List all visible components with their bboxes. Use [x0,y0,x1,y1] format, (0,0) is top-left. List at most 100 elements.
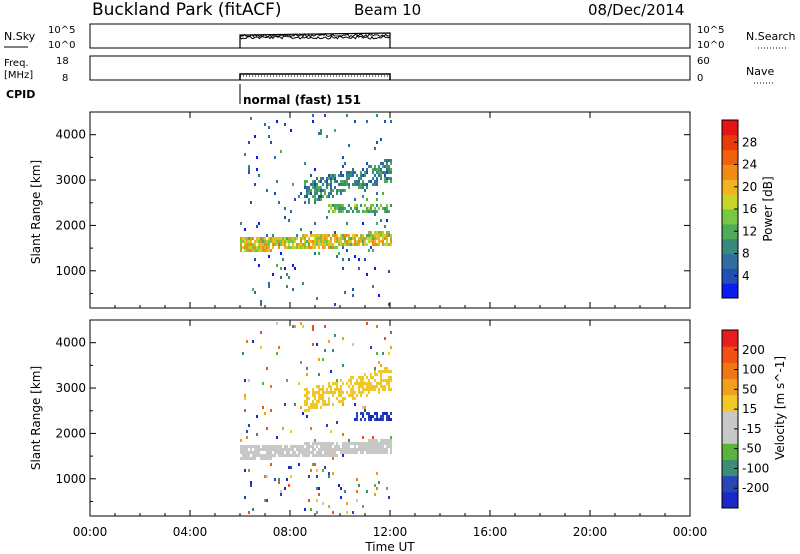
heatmap-cell [358,237,360,240]
heatmap-cell [334,207,336,210]
power-colorbar-ticks: 4 8 12 16 20 24 28 [734,135,757,283]
y-tick-label: 1000 [55,472,86,486]
heatmap-cell [324,234,326,237]
heatmap-cell [304,195,306,198]
colorbar-tick-label: 16 [742,202,757,216]
heatmap-cell [322,397,324,400]
heatmap-cell [364,204,366,207]
heatmap-cell [350,394,352,397]
heatmap-cell [388,171,390,174]
heatmap-cell [266,240,268,243]
heatmap-cell [360,412,362,415]
heatmap-cell [318,394,320,397]
heatmap-cell [320,394,322,397]
heatmap-cell [330,391,332,394]
heatmap-cell [314,442,316,445]
heatmap-cell [306,246,308,249]
heatmap-cell [328,340,330,343]
heatmap-cell [292,288,294,291]
heatmap-cell [272,246,274,249]
heatmap-cell [300,451,302,454]
heatmap-cell [330,448,332,451]
heatmap-cell [320,177,322,180]
heatmap-cell [362,240,364,243]
heatmap-cell [346,234,348,237]
heatmap-cell [268,448,270,451]
freq-label-line2: [MHz] [4,70,33,81]
heatmap-cell [324,403,326,406]
colorbar-tick-label: 100 [742,363,765,377]
heatmap-cell [320,129,322,132]
heatmap-cell [332,210,334,213]
heatmap-cell [240,222,242,225]
heatmap-cell [308,397,310,400]
power-y-ticks: 1000 2000 3000 4000 [55,128,690,294]
heatmap-cell [362,195,364,198]
heatmap-cell [370,237,372,240]
heatmap-cell [254,291,256,294]
heatmap-cell [264,237,266,240]
heatmap-cell [316,403,318,406]
heatmap-cell [314,186,316,189]
heatmap-cell [260,243,262,246]
heatmap-cell [372,445,374,448]
heatmap-cell [286,445,288,448]
heatmap-cell [300,322,302,325]
colorbar-tick-label: 12 [742,224,757,238]
heatmap-cell [304,180,306,183]
heatmap-cell [340,243,342,246]
heatmap-cell [370,418,372,421]
colorbar-swatch [722,179,738,195]
heatmap-cell [256,448,258,451]
heatmap-cell [376,183,378,186]
heatmap-cell [376,415,378,418]
heatmap-cell [288,276,290,279]
heatmap-cell [354,451,356,454]
heatmap-cell [322,469,324,472]
heatmap-cell [318,358,320,361]
beam-label: Beam 10 [354,1,421,19]
heatmap-cell [348,258,350,261]
heatmap-cell [248,240,250,243]
heatmap-cell [300,243,302,246]
heatmap-cell [336,454,338,457]
heatmap-cell [338,204,340,207]
heatmap-cell [386,210,388,213]
heatmap-cell [366,451,368,454]
heatmap-cell [244,397,246,400]
heatmap-cell [386,243,388,246]
heatmap-cell [276,451,278,454]
heatmap-cell [266,189,268,192]
heatmap-cell [278,448,280,451]
heatmap-cell [358,240,360,243]
heatmap-cell [338,237,340,240]
heatmap-cell [328,472,330,475]
heatmap-cell [244,448,246,451]
heatmap-cell [348,439,350,442]
heatmap-cell [390,445,392,448]
heatmap-cell [322,445,324,448]
heatmap-cell [250,117,252,120]
heatmap-cell [368,448,370,451]
velocity-y-axis-label: Slant Range [km] [29,366,43,470]
heatmap-cell [326,454,328,457]
heatmap-cell [314,463,316,466]
heatmap-cell [366,198,368,201]
heatmap-cell [342,174,344,177]
heatmap-cell [380,379,382,382]
heatmap-cell [256,225,258,228]
heatmap-cell [360,382,362,385]
heatmap-cell [300,192,302,195]
heatmap-cell [354,240,356,243]
heatmap-cell [334,210,336,213]
heatmap-cell [282,240,284,243]
x-axis-ticks: 00:00 04:00 08:00 12:00 16:00 20:00 00:00 [73,112,707,539]
heatmap-cell [354,234,356,237]
heatmap-cell [324,448,326,451]
heatmap-cell [370,210,372,213]
heatmap-cell [332,472,334,475]
heatmap-cell [364,448,366,451]
heatmap-cell [304,237,306,240]
heatmap-cell [328,391,330,394]
power-colorbar: 4 8 12 16 20 24 28 Power [dB] [721,119,775,299]
